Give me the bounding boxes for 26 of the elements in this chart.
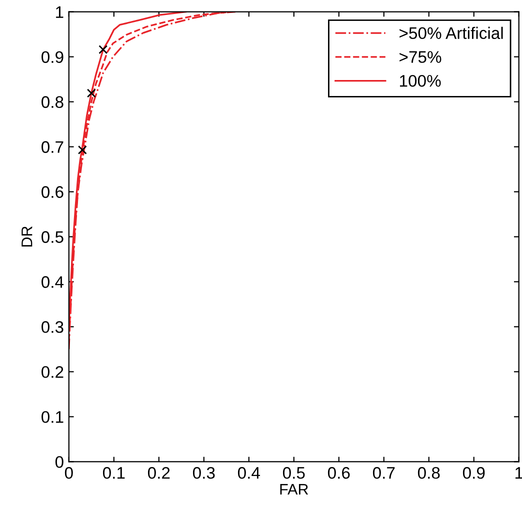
y-tick-label: 0.3 [42,321,64,333]
y-tick-label: 1 [56,6,64,18]
legend-label: >50% Artificial [400,26,503,40]
y-tick-label: 0.5 [42,231,64,243]
y-tick-label: 0.8 [42,96,64,108]
x-tick-label: 0.7 [372,467,395,479]
legend-label: 100% [400,74,441,87]
x-tick-label: 0.2 [148,467,170,479]
legend-label: >75% [400,51,442,63]
x-tick-label: 0.8 [418,467,440,479]
y-tick-label: 0 [55,456,64,468]
x-tick-label: 0.3 [192,467,215,479]
x-tick-label: 0.1 [102,467,125,479]
y-tick-label: 0.7 [42,141,64,153]
y-tick-label: 0.6 [42,186,64,198]
y-tick-label: 0.1 [42,411,64,423]
x-tick-label: 0.9 [462,467,485,479]
y-tick-label: 0.9 [42,51,64,63]
x-tick-label: 0.4 [238,467,260,479]
x-axis-title: FAR [280,484,308,495]
x-tick-label: 0.6 [328,467,350,479]
y-axis-title: DR [22,226,32,247]
y-tick-label: 0.2 [42,366,64,378]
x-tick-label: 0 [64,467,73,479]
y-tick-label: 0.4 [42,276,64,288]
x-tick-label: 0.5 [282,467,305,479]
